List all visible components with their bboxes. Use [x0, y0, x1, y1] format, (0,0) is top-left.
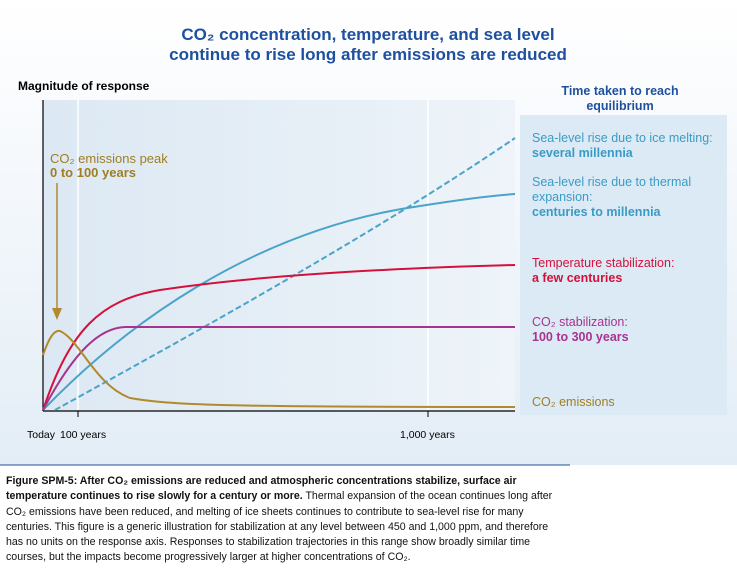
panel-title: equilibrium — [586, 99, 653, 113]
side-panel — [520, 115, 727, 415]
curve-label: Sea-level rise due to ice melting: — [532, 131, 713, 145]
curve-label: CO₂ emissions — [532, 395, 615, 409]
x-label: 1,000 years — [400, 429, 455, 441]
curve-labels: Sea-level rise due to ice melting: sever… — [532, 131, 713, 409]
curve-label: several millennia — [532, 146, 634, 160]
plot-area — [43, 100, 515, 410]
thermal-expansion-curve — [42, 193, 516, 411]
curve-label: 100 to 300 years — [532, 330, 629, 344]
curve-label: centuries to millennia — [532, 205, 662, 219]
panel-title: Time taken to reach — [561, 84, 678, 98]
caption-text: Thermal expansion of the ocean continues… — [6, 490, 553, 564]
curve-label: expansion: — [532, 190, 592, 204]
ice-melting-curve — [54, 137, 516, 411]
axis-label: Magnitude of response — [18, 79, 150, 93]
curve-label: Temperature stabilization: — [532, 256, 674, 270]
title: CO₂ concentration, temperature, and sea … — [181, 25, 554, 44]
curve-label: Sea-level rise due to thermal — [532, 175, 691, 189]
annotation: 0 to 100 years — [50, 165, 136, 180]
annotation: CO₂ emissions peak — [50, 151, 168, 166]
co2-stabilization-curve — [42, 326, 515, 411]
caption-bold: Figure SPM-5: After CO₂ emissions are re… — [6, 475, 517, 503]
title: continue to rise long after emissions ar… — [169, 45, 567, 64]
temperature-curve — [42, 264, 516, 411]
chart: CO₂ concentration, temperature, and sea … — [0, 0, 737, 466]
co2-emissions-curve — [42, 329, 516, 408]
curve-label: CO₂ stabilization: — [532, 315, 628, 329]
arrow-head — [52, 308, 62, 320]
x-label: 100 years — [60, 429, 106, 441]
caption: Figure SPM-5: After CO₂ emissions are re… — [6, 474, 566, 566]
x-label: Today — [27, 429, 56, 441]
curve-label: a few centuries — [532, 271, 622, 285]
